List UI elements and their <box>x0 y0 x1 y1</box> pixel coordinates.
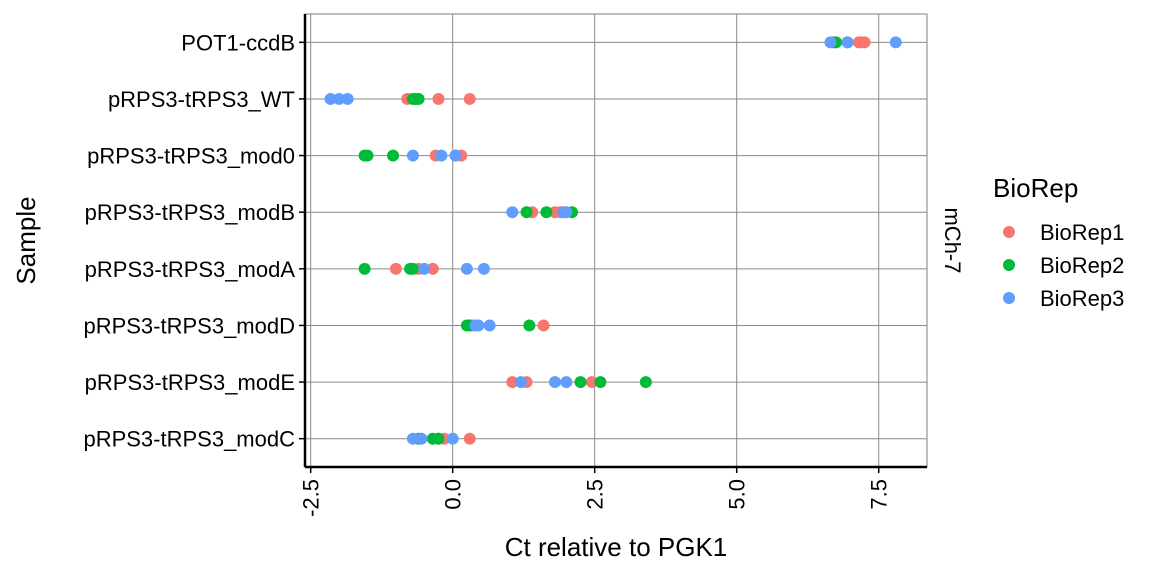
legend-swatch <box>1003 259 1015 271</box>
legend-label: BioRep1 <box>1040 220 1124 245</box>
legend-items: BioRep1 BioRep2 BioRep3 <box>1003 220 1124 311</box>
data-point <box>523 319 536 332</box>
data-point <box>585 376 598 389</box>
x-axis-title: Ct relative to PGK1 <box>505 532 728 562</box>
data-point <box>520 206 533 219</box>
y-tick-label: pRPS3-tRPS3_modC <box>83 427 295 452</box>
data-point <box>548 376 561 389</box>
data-point <box>537 319 550 332</box>
legend-title: BioRep <box>993 173 1078 203</box>
data-point <box>341 92 354 105</box>
legend-label: BioRep2 <box>1040 253 1124 278</box>
x-tick-label: 7.5 <box>867 479 892 510</box>
data-point <box>463 432 476 445</box>
data-point <box>594 376 607 389</box>
data-point <box>472 319 485 332</box>
data-point <box>361 149 374 162</box>
data-point <box>460 262 473 275</box>
data-point <box>324 92 337 105</box>
facet-strip-label: mCh-7 <box>940 207 965 273</box>
y-tick-label: pRPS3-tRPS3_WT <box>108 87 295 112</box>
x-tick-label: 0.0 <box>441 479 466 510</box>
data-point <box>418 262 431 275</box>
data-point <box>506 376 519 389</box>
y-tick-label: pRPS3-tRPS3_modD <box>83 313 295 338</box>
data-point <box>446 432 459 445</box>
x-tick-label: -2.5 <box>299 479 324 517</box>
data-point <box>432 432 445 445</box>
data-point <box>406 149 419 162</box>
data-point <box>406 262 419 275</box>
y-tick-label: pRPS3-tRPS3_modA <box>85 257 296 282</box>
data-point <box>449 149 462 162</box>
data-point <box>514 376 527 389</box>
x-tick-label: 5.0 <box>725 479 750 510</box>
legend: BioRep BioRep1 BioRep2 BioRep3 <box>993 173 1124 311</box>
data-point <box>463 92 476 105</box>
data-points <box>324 36 902 445</box>
data-point <box>574 376 587 389</box>
data-point <box>358 262 371 275</box>
data-point <box>409 92 422 105</box>
data-point <box>540 206 553 219</box>
data-point <box>858 36 871 49</box>
y-axis-ticks: POT1-ccdB pRPS3-tRPS3_WT pRPS3-tRPS3_mod0p… <box>83 30 305 452</box>
x-axis-ticks: -2.5 0.0 2.5 5.0 7.5 <box>299 467 892 517</box>
data-point <box>639 376 652 389</box>
data-point <box>560 376 573 389</box>
data-point <box>389 262 402 275</box>
data-point <box>406 432 419 445</box>
data-point <box>426 262 439 275</box>
data-point <box>889 36 902 49</box>
legend-swatch <box>1003 226 1015 238</box>
data-point <box>477 262 490 275</box>
legend-swatch <box>1003 292 1015 304</box>
y-axis-title: Sample <box>11 196 41 284</box>
data-point <box>824 36 837 49</box>
data-point <box>506 206 519 219</box>
y-tick-label: POT1-ccdB <box>181 30 295 55</box>
data-point <box>387 149 400 162</box>
data-point <box>560 206 573 219</box>
data-point <box>333 92 346 105</box>
data-point <box>841 36 854 49</box>
y-tick-label: pRPS3-tRPS3_modE <box>85 370 295 395</box>
data-point <box>483 319 496 332</box>
legend-label: BioRep3 <box>1040 286 1124 311</box>
data-point <box>415 432 428 445</box>
x-tick-label: 2.5 <box>583 479 608 510</box>
y-tick-label: pRPS3-tRPS3_mod0 <box>87 144 295 169</box>
y-tick-label: pRPS3-tRPS3_modB <box>85 200 295 225</box>
data-point <box>435 149 448 162</box>
data-point <box>432 92 445 105</box>
